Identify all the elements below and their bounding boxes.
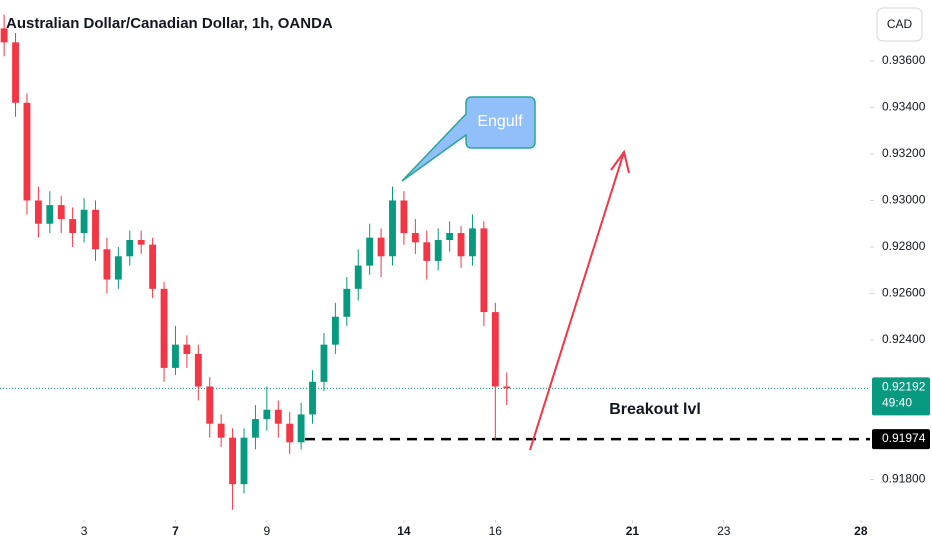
chart-title: Australian Dollar/Canadian Dollar, 1h, O… [6, 15, 333, 32]
candle-body [149, 244, 157, 289]
candle-body [491, 312, 499, 387]
candle-body [217, 423, 225, 438]
candle-body [343, 288, 351, 317]
x-tick-label: 7 [172, 524, 179, 538]
candle-body [389, 200, 396, 257]
breakout-price-box [872, 429, 930, 450]
candle-body [297, 414, 305, 443]
candle-body [480, 228, 488, 313]
candle-body [263, 409, 271, 420]
candle-body [400, 200, 408, 234]
countdown-label: 49:40 [882, 396, 912, 410]
y-tick-label: 0.93600 [882, 53, 926, 67]
candle-body [331, 316, 339, 345]
arrow [529, 151, 625, 451]
x-tick-label: 23 [717, 524, 731, 538]
candle-body [0, 28, 8, 43]
candle-body [411, 233, 419, 243]
candle-body [23, 102, 31, 201]
candle-body [423, 242, 431, 261]
last-price-label: 0.92192 [882, 380, 926, 394]
breakout-price-label: 0.91974 [882, 431, 926, 445]
last-price-box [872, 377, 930, 416]
candle-body [469, 228, 476, 257]
candle-body [69, 219, 77, 234]
y-tick-label: 0.92600 [882, 286, 926, 300]
x-tick-label: 9 [264, 524, 271, 538]
candle-body [114, 256, 122, 280]
candle-body [274, 409, 282, 424]
candle-body [12, 42, 19, 103]
x-tick-label: 21 [626, 524, 640, 538]
breakout-label: Breakout lvl [609, 401, 701, 418]
y-tick-label: 0.92800 [882, 239, 926, 253]
candle-body [34, 200, 42, 224]
x-tick-label: 28 [854, 524, 868, 538]
candle-body [194, 353, 202, 387]
candle-body [286, 423, 294, 443]
candle-body [457, 233, 465, 257]
plot-area: 0.93600 0.93400 0.93200 0.93000 0.92800 0.926… [0, 14, 926, 538]
candle-body [229, 437, 237, 485]
candle-body [183, 344, 191, 354]
candle-body [354, 265, 362, 289]
candle-body [503, 386, 511, 389]
y-tick-label: 0.92400 [882, 332, 926, 346]
x-tick-label: 3 [81, 524, 88, 538]
candle-body [309, 381, 316, 415]
candle-body [103, 249, 111, 280]
callout [401, 96, 536, 182]
candle-body [240, 437, 248, 485]
currency-button[interactable] [876, 7, 923, 42]
candle-body [366, 237, 374, 266]
currency-label[interactable]: CAD [887, 17, 913, 31]
candle-body [92, 209, 99, 250]
candle-body [46, 205, 54, 224]
y-tick-label: 0.93200 [882, 146, 926, 160]
candle-body [206, 386, 214, 424]
x-tick-label: 16 [489, 524, 503, 538]
x-tick-label: 14 [397, 524, 411, 538]
callout-text: Engulf [477, 113, 523, 130]
candle-body [126, 240, 134, 257]
candle-body [446, 233, 454, 240]
candle-body [57, 205, 65, 220]
y-tick-label: 0.93000 [882, 193, 926, 207]
candle-body [137, 240, 145, 245]
y-tick-label: 0.93400 [882, 100, 926, 114]
candle-body [172, 344, 179, 368]
arrow-head [610, 149, 630, 174]
y-tick-label: 0.91800 [882, 472, 926, 486]
candle-body [377, 237, 385, 257]
candle-body [434, 240, 442, 261]
candle-body [251, 419, 259, 438]
candle-body [160, 288, 168, 368]
candle-body [320, 344, 328, 382]
candle-body [80, 209, 88, 234]
